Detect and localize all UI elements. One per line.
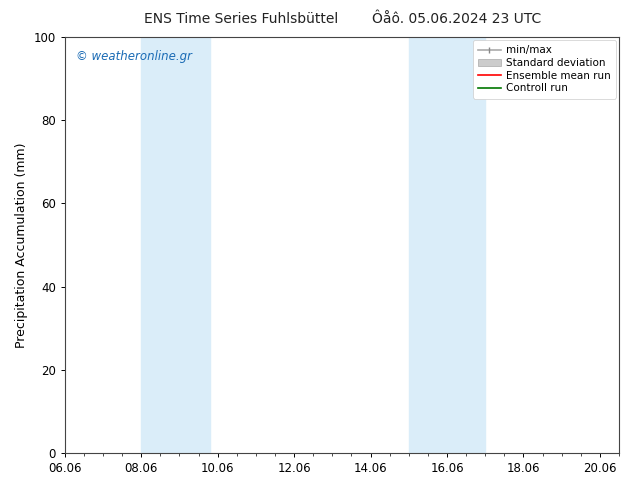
Text: ENS Time Series Fuhlsbüttel: ENS Time Series Fuhlsbüttel: [144, 12, 338, 26]
Bar: [409, 37, 485, 453]
Text: Ôåô. 05.06.2024 23 UTC: Ôåô. 05.06.2024 23 UTC: [372, 12, 541, 26]
Bar: [141, 37, 210, 453]
Y-axis label: Precipitation Accumulation (mm): Precipitation Accumulation (mm): [15, 142, 28, 348]
Text: © weatheronline.gr: © weatheronline.gr: [76, 49, 192, 63]
Legend: min/max, Standard deviation, Ensemble mean run, Controll run: min/max, Standard deviation, Ensemble me…: [472, 40, 616, 98]
